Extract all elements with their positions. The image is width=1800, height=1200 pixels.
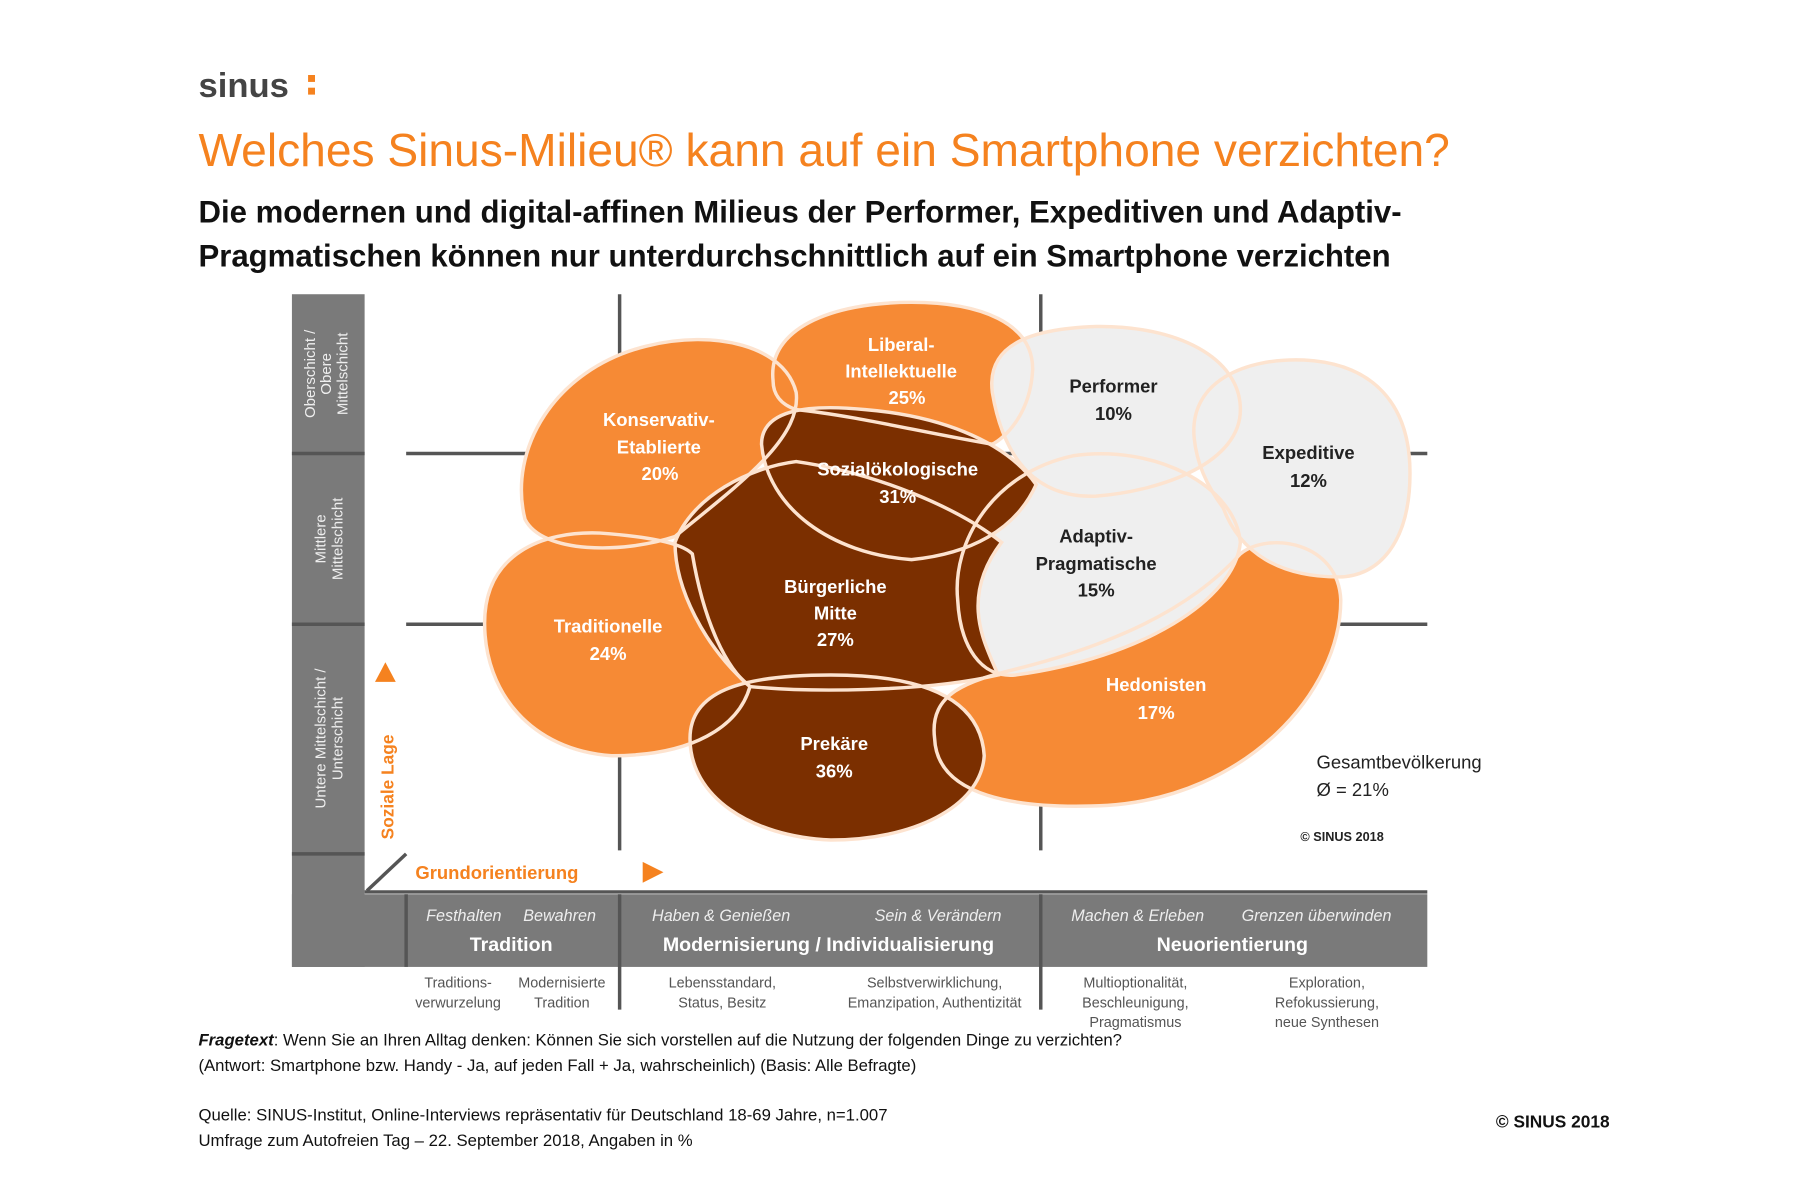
svg-text:17%: 17% xyxy=(1138,702,1175,723)
svg-text:Modernisierte: Modernisierte xyxy=(518,976,605,992)
svg-text:Obere: Obere xyxy=(318,353,335,395)
svg-text:Modernisierung / Individualisi: Modernisierung / Individualisierung xyxy=(663,934,994,956)
milieu-labels: Konservativ- Etablierte 20% Liberal- Intell… xyxy=(554,334,1355,782)
average-value: Ø = 21% xyxy=(1317,779,1389,800)
blob-sozialoekologische xyxy=(761,407,1037,560)
blob-expeditive-outline xyxy=(1192,358,1412,579)
blob-adaptiv-pragmatische-outline xyxy=(955,452,1243,677)
svg-text:neue Synthesen: neue Synthesen xyxy=(1275,1015,1379,1031)
svg-text:Untere Mittelschicht /: Untere Mittelschicht / xyxy=(312,668,329,809)
milieu-map xyxy=(484,302,1410,840)
svg-text:Intellektuelle: Intellektuelle xyxy=(845,360,957,381)
svg-text:Selbstverwirklichung,: Selbstverwirklichung, xyxy=(867,976,1002,992)
footer-copyright: © SINUS 2018 xyxy=(1496,1111,1610,1131)
svg-text:36%: 36% xyxy=(816,761,853,782)
svg-text:12%: 12% xyxy=(1290,470,1327,491)
svg-text:Etablierte: Etablierte xyxy=(617,436,701,457)
blob-hedonisten xyxy=(934,542,1341,807)
svg-text:Sein & Verändern: Sein & Verändern xyxy=(875,907,1002,925)
svg-text:Mitte: Mitte xyxy=(814,603,857,624)
svg-text:31%: 31% xyxy=(879,486,916,507)
arrow-up-icon xyxy=(375,662,396,682)
svg-text:Bewahren: Bewahren xyxy=(523,907,596,925)
blob-performer-outline xyxy=(990,324,1243,498)
subtitle-line: Pragmatischen können nur unterdurchschni… xyxy=(198,239,1390,274)
svg-text:Festhalten: Festhalten xyxy=(426,907,501,925)
question-text: Fragetext: Wenn Sie an Ihren Alltag denk… xyxy=(198,1030,1122,1049)
svg-text:Tradition: Tradition xyxy=(534,995,590,1011)
svg-text:Adaptiv-: Adaptiv- xyxy=(1059,525,1133,546)
svg-text:Oberschicht /: Oberschicht / xyxy=(302,329,319,418)
svg-text:Mittelschicht: Mittelschicht xyxy=(330,497,347,580)
svg-text:Unterschicht: Unterschicht xyxy=(330,696,347,780)
svg-text:Mittelschicht: Mittelschicht xyxy=(334,332,351,415)
blob-hedonisten-outline xyxy=(932,540,1343,808)
svg-text:Exploration,: Exploration, xyxy=(1289,976,1365,992)
svg-text:Traditions-: Traditions- xyxy=(424,976,492,992)
blob-liberal-intellektuelle-outline xyxy=(771,300,1035,447)
svg-text:Expeditive: Expeditive xyxy=(1262,442,1354,463)
blob-prekaere-outline xyxy=(688,673,986,842)
svg-text:25%: 25% xyxy=(888,387,925,408)
blob-performer xyxy=(991,326,1241,497)
svg-text:Mittlere: Mittlere xyxy=(312,514,329,563)
svg-text:Prekäre: Prekäre xyxy=(800,733,868,754)
source-line: Umfrage zum Autofreien Tag – 22. Septemb… xyxy=(198,1131,692,1150)
milieu-outlines xyxy=(482,300,1412,842)
svg-text:Pragmatische: Pragmatische xyxy=(1036,553,1157,574)
blob-buergerliche-mitte-outline xyxy=(673,459,1004,692)
blob-konservativ-etablierte-outline xyxy=(519,337,799,550)
svg-text:Traditionelle: Traditionelle xyxy=(554,615,663,636)
blob-konservativ-etablierte xyxy=(521,339,797,548)
svg-text:Grenzen überwinden: Grenzen überwinden xyxy=(1242,907,1392,925)
page-title: Welches Sinus-Milieu® kann auf ein Smart… xyxy=(198,124,1449,176)
svg-text:Pragmatismus: Pragmatismus xyxy=(1089,1015,1181,1031)
source-line: Quelle: SINUS-Institut, Online-Interview… xyxy=(198,1105,887,1124)
blob-adaptiv-pragmatische xyxy=(957,453,1241,676)
sinus-logo: sinus xyxy=(198,67,288,105)
svg-text:10%: 10% xyxy=(1095,403,1132,424)
subtitle-line: Die modernen und digital-affinen Milieus… xyxy=(198,195,1401,230)
svg-text:Multioptionalität,: Multioptionalität, xyxy=(1083,976,1187,992)
x-axis-label: Grundorientierung xyxy=(415,862,578,883)
svg-text:27%: 27% xyxy=(817,629,854,650)
svg-text:verwurzelung: verwurzelung xyxy=(415,995,501,1011)
answer-text: (Antwort: Smartphone bzw. Handy - Ja, au… xyxy=(198,1056,916,1075)
svg-text:Tradition: Tradition xyxy=(470,934,553,956)
svg-text:Liberal-: Liberal- xyxy=(868,334,935,355)
svg-text:Hedonisten: Hedonisten xyxy=(1106,674,1206,695)
svg-text:Machen & Erleben: Machen & Erleben xyxy=(1071,907,1204,925)
blob-prekaere xyxy=(690,675,985,840)
blob-expeditive xyxy=(1193,359,1410,577)
logo-dot xyxy=(308,87,315,95)
svg-text:Neuorientierung: Neuorientierung xyxy=(1157,934,1308,956)
average-label: Gesamtbevölkerung xyxy=(1317,751,1482,772)
svg-text:Performer: Performer xyxy=(1069,375,1157,396)
orientation-axis: Festhalten Bewahren Haben & Genießen Sei… xyxy=(291,890,1428,1031)
svg-text:Konservativ-: Konservativ- xyxy=(603,409,715,430)
svg-text:Bürgerliche: Bürgerliche xyxy=(784,576,887,597)
svg-text:Haben & Genießen: Haben & Genießen xyxy=(652,907,790,925)
axis-diagonal xyxy=(365,852,408,893)
blob-sozialoekologische-outline xyxy=(759,405,1039,562)
svg-text:20%: 20% xyxy=(642,463,679,484)
social-class-axis: Oberschicht / Obere Mittelschicht Mittlere… xyxy=(291,294,365,967)
svg-text:Status, Besitz: Status, Besitz xyxy=(678,995,766,1011)
svg-text:Lebensstandard,: Lebensstandard, xyxy=(669,976,776,992)
svg-text:Refokussierung,: Refokussierung, xyxy=(1275,995,1379,1011)
svg-text:24%: 24% xyxy=(590,643,627,664)
svg-text:15%: 15% xyxy=(1078,580,1115,601)
logo-dot xyxy=(308,75,315,82)
svg-text:Beschleunigung,: Beschleunigung, xyxy=(1082,995,1189,1011)
blob-traditionelle-outline xyxy=(482,531,752,758)
chart-copyright: © SINUS 2018 xyxy=(1300,830,1383,844)
svg-text:Sozialökologische: Sozialökologische xyxy=(817,458,978,479)
arrow-right-icon xyxy=(642,861,664,883)
svg-text:Emanzipation, Authentizität: Emanzipation, Authentizität xyxy=(848,995,1022,1011)
y-axis-label: Soziale Lage xyxy=(377,734,397,839)
